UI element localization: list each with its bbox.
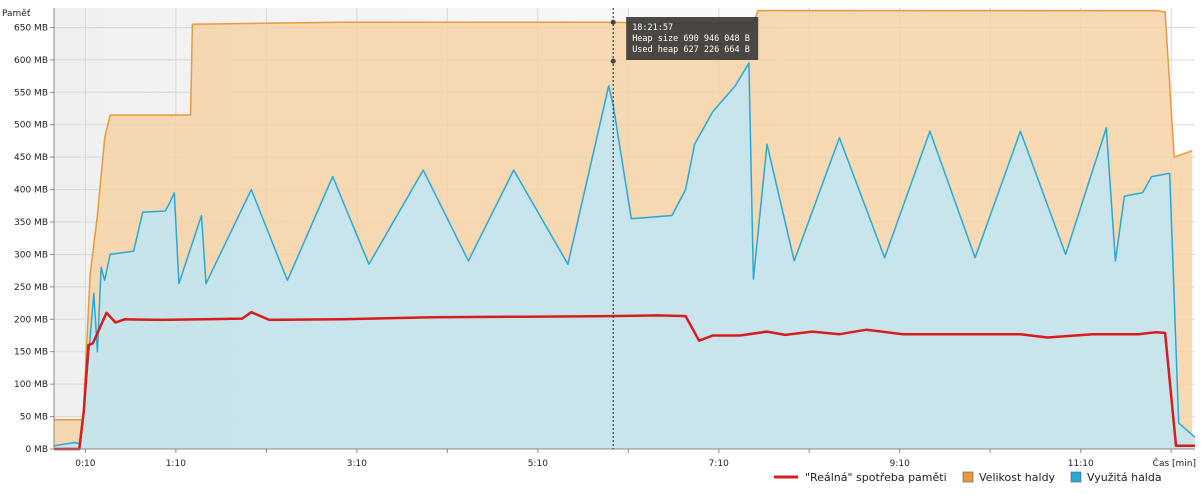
legend-label: Velikost haldy [979, 471, 1056, 484]
y-axis-title: Paměť [2, 9, 31, 19]
legend-swatch-box [1070, 471, 1082, 483]
crosshair-point-heap [610, 19, 616, 25]
axes: 0 MB 50 MB 100 MB 150 MB 200 MB 250 MB 300 MB 3… [2, 8, 1196, 469]
crosshair-point-used [610, 58, 616, 64]
x-tick-label: 7:10 [709, 459, 729, 469]
x-axis-title: Čas [min] [1153, 457, 1196, 469]
y-tick-label: 350 MB [14, 218, 48, 228]
y-tick-label: 450 MB [14, 153, 48, 163]
y-tick-label: 650 MB [14, 23, 48, 33]
x-tick-label: 1:10 [166, 459, 186, 469]
series-line-0 [54, 9, 1193, 421]
x-tick-label: 9:10 [890, 459, 910, 469]
tooltip-line: Heap size 690 946 048 B [632, 34, 750, 44]
tooltip-line: Used heap 627 226 664 B [632, 45, 750, 55]
legend-swatch-box [962, 471, 974, 483]
y-tick-label: 50 MB [20, 413, 48, 423]
tooltip-box [626, 17, 759, 60]
series [53, 9, 1196, 451]
y-tick-label: 400 MB [14, 186, 48, 196]
y-tick-label: 500 MB [14, 121, 48, 131]
x-tick-label: 0:10 [75, 459, 95, 469]
y-tick-label: 550 MB [14, 88, 48, 98]
y-tick-label: 250 MB [14, 283, 48, 293]
legend-label: Využitá halda [1087, 471, 1162, 484]
series-line-1 [53, 62, 1196, 447]
series-area-1 [54, 63, 1195, 449]
y-tick-label: 300 MB [14, 250, 48, 260]
x-tick-label: 5:10 [528, 459, 548, 469]
series-line-2 [54, 310, 1195, 451]
y-tick-label: 150 MB [14, 348, 48, 358]
y-tick-label: 0 MB [25, 445, 48, 455]
x-tick-label: 11:10 [1068, 459, 1094, 469]
x-tick-label: 3:10 [347, 459, 367, 469]
tooltip-line: 18:21:57 [632, 23, 673, 33]
legend: "Reálná" spotřeba paměti Velikost haldy Vy… [774, 471, 1162, 484]
y-tick-label: 100 MB [14, 380, 48, 390]
y-tick-label: 200 MB [14, 315, 48, 325]
legend-label: "Reálná" spotřeba paměti [805, 471, 947, 484]
y-tick-label: 600 MB [14, 56, 48, 66]
